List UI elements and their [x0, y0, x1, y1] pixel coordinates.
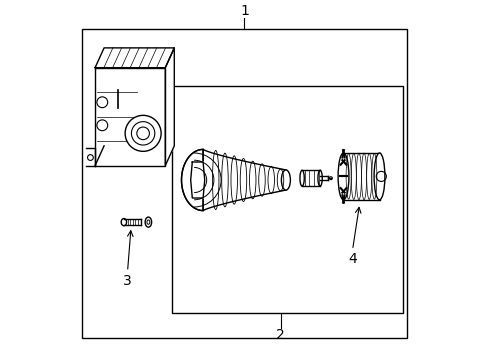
Polygon shape	[190, 162, 204, 198]
Bar	[82, 29, 406, 338]
Bar	[172, 86, 402, 313]
Text: 2: 2	[276, 328, 285, 342]
Ellipse shape	[121, 219, 126, 226]
Polygon shape	[181, 149, 285, 211]
Polygon shape	[95, 48, 174, 68]
Text: 1: 1	[240, 4, 248, 18]
Circle shape	[125, 115, 161, 151]
Ellipse shape	[299, 170, 304, 186]
Ellipse shape	[145, 217, 151, 227]
Ellipse shape	[373, 153, 384, 200]
Polygon shape	[165, 48, 174, 166]
Polygon shape	[86, 148, 95, 166]
Text: 4: 4	[347, 252, 356, 266]
Ellipse shape	[337, 153, 348, 200]
Ellipse shape	[281, 170, 290, 190]
Polygon shape	[95, 68, 165, 166]
Text: 3: 3	[123, 274, 132, 288]
